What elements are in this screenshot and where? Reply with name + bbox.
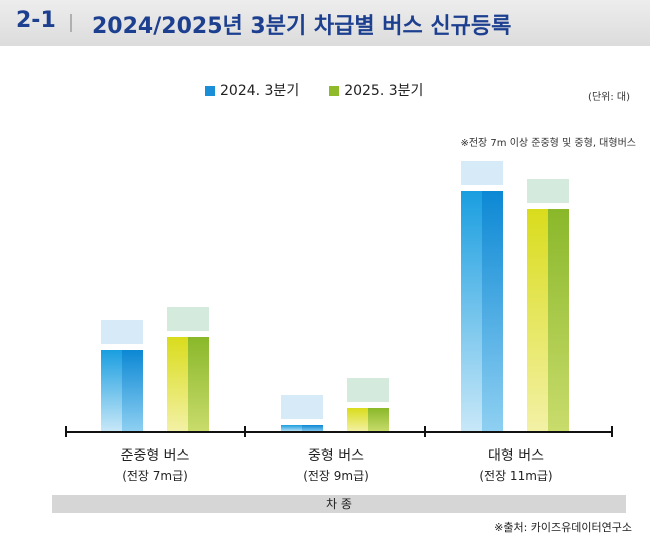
- unit-label: (단위: 대): [588, 92, 630, 103]
- category-label: 준중형 버스 (전장 7m급): [120, 448, 190, 483]
- bar-shade: [188, 337, 209, 432]
- bar-shade: [368, 408, 389, 432]
- chart-title: 2024/2025년 3분기 차급별 버스 신규등록: [92, 14, 512, 39]
- bar-shade: [548, 209, 569, 432]
- bar-shade: [302, 425, 323, 432]
- bar-0-0: [101, 350, 122, 432]
- value-label-placeholder: [281, 395, 323, 419]
- bar-0-1: [281, 425, 302, 432]
- legend-label: 2025. 3분기: [344, 83, 424, 99]
- x-axis-title: 차 종: [52, 495, 626, 513]
- value-label-placeholder: [527, 179, 569, 203]
- source-note: ※출처: 카이즈유데이터연구소: [494, 521, 632, 534]
- figure-number: 2-1: [16, 8, 56, 33]
- divider: [70, 14, 72, 32]
- bar-1-2: [527, 209, 548, 432]
- legend-label: 2024. 3분기: [220, 83, 300, 99]
- legend: 2024. 3분기 2025. 3분기: [205, 80, 423, 100]
- footnote: ※전장 7m 이상 준중형 및 중형, 대형버스: [460, 138, 636, 149]
- value-label-placeholder: [167, 307, 209, 331]
- bar-1-0: [167, 337, 188, 432]
- value-label-placeholder: [461, 161, 503, 185]
- category-label: 중형 버스 (전장 9m급): [303, 448, 369, 483]
- legend-swatch: [205, 86, 215, 96]
- bar-shade: [482, 191, 503, 432]
- legend-swatch: [329, 86, 340, 96]
- category-label: 대형 버스 (전장 11m급): [479, 448, 553, 483]
- bar-1-1: [347, 408, 368, 432]
- bar-shade: [122, 350, 143, 432]
- legend-item-2024: 2024. 3분기: [205, 80, 299, 100]
- value-label-placeholder: [101, 320, 143, 344]
- header-band: 2-1 2024/2025년 3분기 차급별 버스 신규등록: [0, 0, 650, 46]
- value-label-placeholder: [347, 378, 389, 402]
- legend-item-2025: 2025. 3분기: [329, 80, 423, 100]
- bar-0-2: [461, 191, 482, 432]
